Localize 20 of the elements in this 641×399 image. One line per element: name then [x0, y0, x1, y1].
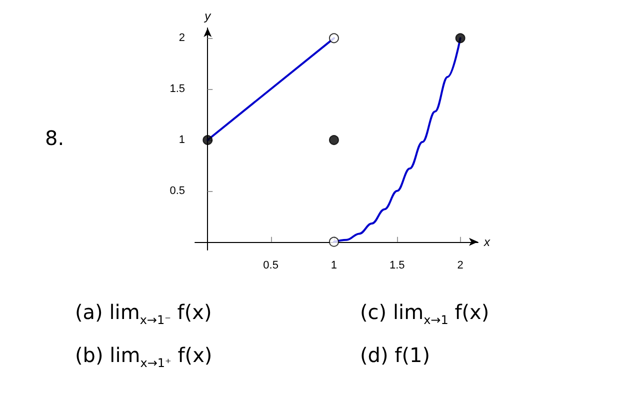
text: 8. — [45, 126, 64, 150]
text: (d) f(1) — [360, 343, 430, 367]
y-tick-label: 1 — [178, 134, 185, 146]
point — [202, 135, 213, 146]
point — [328, 135, 339, 146]
text: (a) lim$_{x→1⁻}$ f(x) — [75, 300, 212, 327]
x-tick-label: 0.5 — [263, 260, 278, 272]
y-tick-label: 0.5 — [170, 184, 185, 197]
y-tick-label: 1.5 — [170, 83, 185, 96]
point — [328, 236, 339, 247]
y-axis-title: y — [204, 9, 212, 23]
x-tick-label: 1 — [330, 260, 338, 272]
text: (b) lim$_{x→1⁺}$ f(x) — [75, 343, 212, 370]
point — [328, 33, 339, 44]
point — [455, 33, 466, 44]
x-axis-title: x — [483, 234, 491, 249]
x-tick-label: 2 — [457, 260, 464, 272]
y-tick-label: 2 — [178, 32, 185, 44]
x-tick-label: 1.5 — [389, 260, 405, 272]
text: (c) lim$_{x→1}$ f(x) — [360, 300, 490, 327]
